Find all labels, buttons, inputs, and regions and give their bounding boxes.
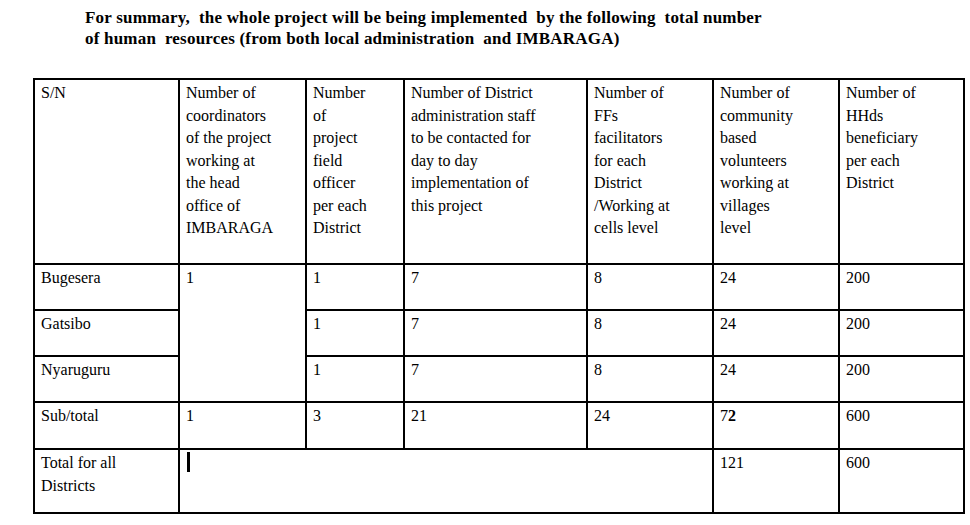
header-hhds: Number of HHds beneficiary per each Dist… [839,79,964,264]
intro-line-2: of human resources (from both local admi… [85,28,762,49]
field-officers-value: 1 [306,310,404,356]
text-cursor [187,452,190,472]
district-name: Bugesera [34,264,179,310]
total-label: Total for all Districts [34,449,179,513]
subtotal-label: Sub/total [34,402,179,449]
coordinators-value-merged: 1 [179,264,306,402]
hhds-value: 200 [839,264,964,310]
header-sn: S/N [34,79,179,264]
intro-paragraph: For summary, the whole project will be b… [85,7,762,49]
subtotal-volunteers-digit-2: 2 [728,407,736,424]
row-subtotal: Sub/total 1 3 21 24 72 600 [34,402,964,449]
total-hhds: 600 [839,449,964,513]
header-admin-staff: Number of District administration staff … [404,79,587,264]
ffs-value: 8 [587,356,713,402]
subtotal-hhds: 600 [839,402,964,449]
field-officers-value: 1 [306,264,404,310]
field-officers-value: 1 [306,356,404,402]
district-name: Nyaruguru [34,356,179,402]
hhds-value: 200 [839,310,964,356]
subtotal-volunteers: 72 [713,402,839,449]
subtotal-admin-staff: 21 [404,402,587,449]
row-total: Total for all Districts 121 600 [34,449,964,513]
subtotal-volunteers-digit-1: 7 [720,407,728,424]
row-nyaruguru: Nyaruguru 1 7 8 24 200 [34,356,964,402]
total-volunteers: 121 [713,449,839,513]
row-bugesera: Bugesera 1 1 7 8 24 200 [34,264,964,310]
admin-staff-value: 7 [404,310,587,356]
subtotal-ffs: 24 [587,402,713,449]
subtotal-coordinators: 1 [179,402,306,449]
header-ffs-facilitators: Number of FFs facilitators for each Dist… [587,79,713,264]
header-field-officers: Number of project field officer per each… [306,79,404,264]
header-volunteers: Number of community based volunteers wor… [713,79,839,264]
ffs-value: 8 [587,264,713,310]
hhds-value: 200 [839,356,964,402]
row-gatsibo: Gatsibo 1 7 8 24 200 [34,310,964,356]
ffs-value: 8 [587,310,713,356]
admin-staff-value: 7 [404,356,587,402]
total-merged-empty-cell [179,449,713,513]
volunteers-value: 24 [713,264,839,310]
volunteers-value: 24 [713,310,839,356]
human-resources-table: S/N Number of coordinators of the projec… [33,78,965,514]
intro-line-1: For summary, the whole project will be b… [85,7,762,28]
subtotal-field-officers: 3 [306,402,404,449]
header-row: S/N Number of coordinators of the projec… [34,79,964,264]
volunteers-value: 24 [713,356,839,402]
header-coordinators: Number of coordinators of the project wo… [179,79,306,264]
admin-staff-value: 7 [404,264,587,310]
district-name: Gatsibo [34,310,179,356]
